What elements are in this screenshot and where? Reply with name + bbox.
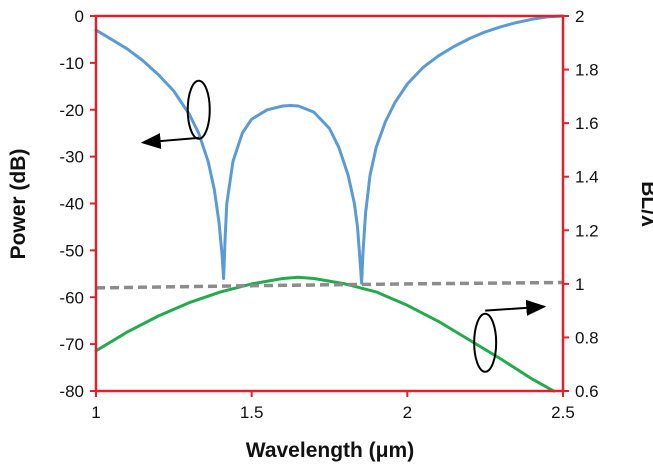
plot-frame	[94, 14, 565, 393]
x-tick-label: 2.5	[551, 403, 575, 422]
annotation-ellipse	[473, 312, 498, 373]
y-left-tick-label: -10	[59, 54, 84, 73]
y-left-tick-label: -40	[59, 195, 84, 214]
y-axis-right-title: BL/λ	[637, 181, 653, 227]
series-line-right-axis	[94, 275, 556, 393]
y-left-tick-label: -60	[59, 288, 84, 307]
y-left-tick-label: -80	[59, 382, 84, 401]
x-axis-title: Wavelength (μm)	[246, 439, 414, 462]
y-left-tick-label: -30	[59, 148, 84, 167]
y-right-tick-label: 1.4	[575, 168, 599, 187]
annotation-arrow	[485, 299, 547, 316]
y-left-tick-label: -20	[59, 101, 84, 120]
left-axis-ticks: 0 -10 -20 -30 -40 -50 -60 -70 -80	[59, 7, 96, 401]
y-right-tick-label: 0.6	[575, 382, 599, 401]
y-right-tick-label: 1.8	[575, 61, 599, 80]
y-right-tick-label: 2	[575, 7, 584, 26]
series-line-dashed	[95, 280, 564, 290]
y-left-tick-label: -50	[59, 241, 84, 260]
y-right-tick-label: 0.8	[575, 328, 599, 347]
y-right-tick-label: 1.6	[575, 114, 599, 133]
series-group	[94, 14, 565, 393]
y-right-tick-label: 1	[575, 275, 584, 294]
y-right-tick-label: 1.2	[575, 221, 599, 240]
series-line-left-axis	[94, 14, 565, 285]
y-left-tick-label: 0	[75, 7, 84, 26]
y-left-tick-label: -70	[59, 335, 84, 354]
x-axis-ticks: 1 1.5 2 2.5	[91, 391, 575, 422]
right-axis-ticks: 2 1.8 1.6 1.4 1.2 1 0.8 0.6	[563, 7, 599, 401]
plot-border	[94, 14, 565, 393]
x-tick-label: 1	[91, 403, 100, 422]
annotations	[140, 79, 547, 373]
x-tick-label: 2	[403, 403, 412, 422]
y-axis-left-title: Power (dB)	[7, 149, 30, 260]
x-tick-label: 1.5	[240, 403, 264, 422]
annotation-arrow	[140, 133, 199, 150]
